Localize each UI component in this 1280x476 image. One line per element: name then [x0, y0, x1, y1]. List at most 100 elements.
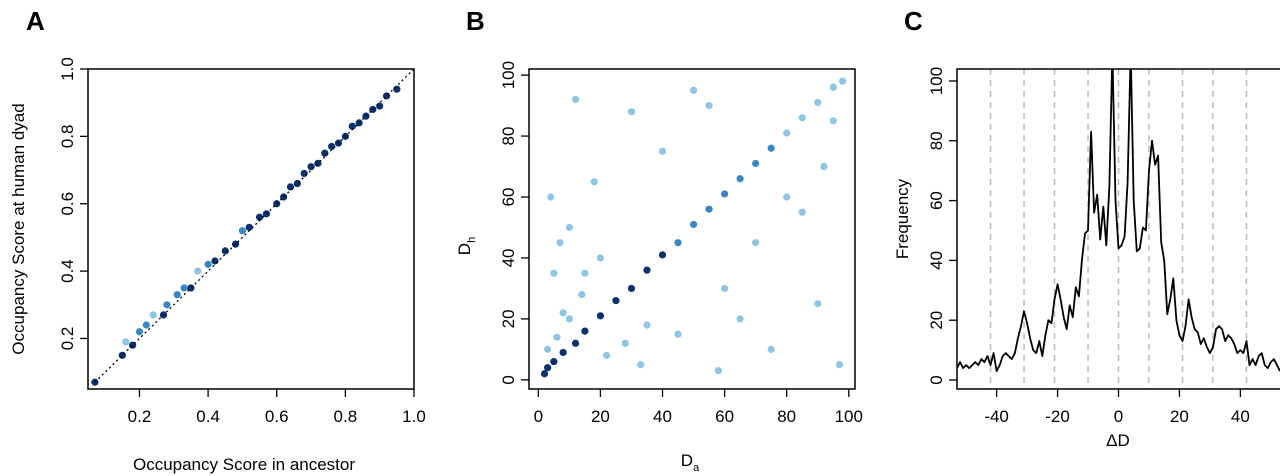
- scatter-point: [578, 290, 586, 299]
- scatter-point: [550, 269, 558, 277]
- panel-b-points: [540, 77, 847, 378]
- panel-b-letter: B: [466, 6, 485, 36]
- scatter-point: [752, 159, 760, 168]
- scatter-point: [571, 95, 580, 104]
- y-tick-label: 80: [499, 127, 518, 146]
- scatter-point: [245, 223, 253, 231]
- scatter-point: [637, 361, 645, 369]
- scatter-point: [565, 223, 573, 232]
- scatter-point: [736, 315, 744, 323]
- scatter-point: [798, 114, 806, 122]
- scatter-point: [376, 102, 384, 110]
- x-tick-label: 0: [1114, 407, 1123, 426]
- panel-b-y-axis: 0 20 40 60 80 100: [499, 61, 529, 385]
- y-tick-label: 20: [499, 309, 518, 328]
- y-tick-label: 20: [927, 311, 946, 330]
- x-tick-label: 40: [653, 407, 672, 426]
- panel-a-points: [91, 85, 401, 386]
- scatter-point: [149, 311, 157, 319]
- scatter-point: [689, 86, 698, 94]
- scatter-point: [612, 297, 620, 305]
- panel-c-frequency-line: [957, 69, 1280, 373]
- scatter-point: [721, 284, 729, 293]
- scatter-point: [328, 142, 336, 151]
- scatter-point: [321, 149, 329, 157]
- scatter-point: [838, 77, 847, 85]
- scatter-point: [627, 284, 636, 293]
- scatter-point: [643, 266, 651, 274]
- scatter-point: [553, 333, 561, 341]
- scatter-point: [590, 178, 598, 186]
- panel-a-letter: A: [26, 6, 45, 36]
- scatter-point: [705, 205, 713, 213]
- scatter-point: [544, 345, 552, 353]
- panel-c-letter: C: [904, 6, 923, 36]
- scatter-point: [211, 257, 219, 265]
- y-tick-label: 80: [927, 131, 946, 150]
- panel-b-y-label: Dh: [455, 237, 478, 255]
- scatter-point: [658, 147, 667, 155]
- y-tick-label: 60: [499, 188, 518, 207]
- scatter-point: [798, 208, 806, 216]
- panel-a-reference-line: [94, 68, 415, 383]
- scatter-point: [194, 267, 202, 275]
- panel-b-x-axis: 0 20 40 60 80 100: [534, 389, 863, 426]
- x-tick-label: 60: [715, 407, 734, 426]
- scatter-point: [767, 345, 775, 353]
- x-tick-label: 0: [534, 407, 543, 426]
- y-tick-label: 0: [927, 375, 946, 384]
- scatter-point: [393, 85, 401, 93]
- scatter-point: [596, 312, 605, 320]
- scatter-point: [238, 227, 247, 235]
- scatter-point: [362, 112, 370, 120]
- y-tick-label: 0.6: [58, 192, 77, 216]
- y-tick-label: 0: [499, 375, 518, 384]
- y-tick-label: 40: [927, 251, 946, 270]
- scatter-point: [180, 284, 188, 292]
- scatter-point: [627, 108, 636, 116]
- scatter-point: [142, 321, 150, 329]
- x-tick-label: 0.8: [334, 407, 358, 426]
- scatter-point: [820, 162, 828, 171]
- scatter-point: [783, 129, 791, 137]
- scatter-point: [559, 348, 567, 357]
- panel-c-x-axis: -40 -20 0 20 40: [984, 389, 1250, 426]
- scatter-point: [581, 269, 589, 277]
- scatter-point: [565, 315, 573, 323]
- panel-c-reference-lines: [989, 69, 1248, 389]
- y-tick-label: 100: [927, 67, 946, 95]
- panel-a-y-label: Occupancy Score at human dyad: [9, 103, 28, 354]
- x-tick-label: -40: [984, 407, 1009, 426]
- scatter-point: [231, 240, 240, 248]
- x-tick-label: 1.0: [402, 407, 426, 426]
- panel-b-plot-frame: [528, 68, 856, 390]
- scatter-point: [307, 163, 315, 171]
- scatter-point: [689, 220, 698, 229]
- scatter-point: [643, 321, 651, 329]
- y-tick-label: 0.8: [58, 125, 77, 149]
- scatter-point: [674, 330, 682, 338]
- x-tick-label: 40: [1231, 407, 1250, 426]
- scatter-point: [540, 370, 549, 378]
- panel-c-y-label: Frequency: [893, 178, 912, 259]
- x-tick-label: 20: [591, 407, 610, 426]
- scatter-point: [163, 301, 171, 309]
- scatter-point: [581, 327, 589, 335]
- panel-c: C -40 -20 0 20 40 0 20 40 60 80 100 ΔD Frequency: [893, 6, 1280, 450]
- scatter-point: [621, 339, 629, 347]
- scatter-point: [118, 351, 126, 359]
- y-tick-label: 0.4: [58, 259, 77, 283]
- scatter-point: [783, 193, 791, 201]
- panel-a-x-label: Occupancy Score in ancestor: [133, 455, 355, 474]
- y-tick-label: 100: [499, 61, 518, 89]
- scatter-point: [835, 361, 844, 369]
- panel-a-plot-frame: [87, 68, 415, 390]
- x-tick-label: -20: [1045, 407, 1070, 426]
- x-tick-label: 20: [1170, 407, 1189, 426]
- scatter-point: [658, 251, 667, 259]
- x-tick-label: 0.6: [265, 407, 289, 426]
- scatter-point: [674, 239, 682, 247]
- scatter-point: [714, 367, 722, 375]
- scatter-point: [556, 239, 564, 247]
